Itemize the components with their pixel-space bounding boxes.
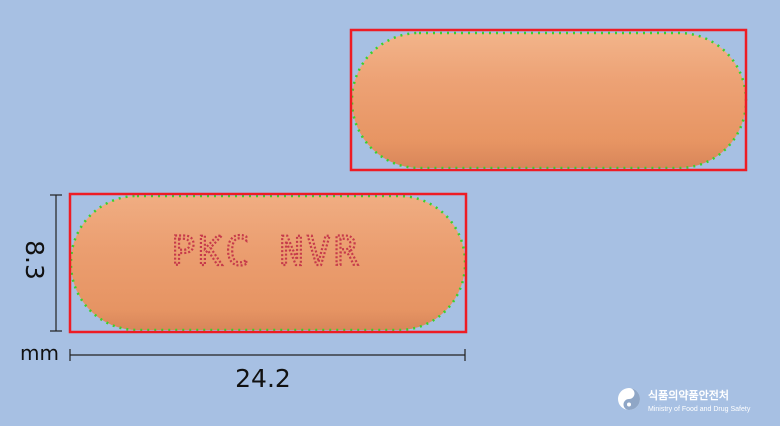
ministry-logo: 식품의약품안전처 Ministry of Food and Drug Safet… — [618, 388, 751, 413]
pill-front-view: PKC NVR — [68, 192, 468, 334]
width-dimension: 24.2 — [69, 349, 466, 393]
pill-imprint: PKC NVR — [171, 229, 361, 275]
width-value: 24.2 — [235, 364, 291, 393]
pill-back-body — [352, 33, 746, 168]
pill-front-body — [71, 196, 465, 330]
pill-back-view — [349, 28, 748, 172]
ministry-name-english: Ministry of Food and Drug Safety — [648, 406, 751, 413]
height-value: 8.3 — [20, 240, 49, 280]
taegeuk-emblem-icon — [618, 388, 640, 410]
pill-back-bounding-box — [349, 28, 748, 172]
pill-front-bounding-box — [68, 192, 468, 334]
unit-label: mm — [20, 341, 59, 365]
height-dimension: 8.3 — [20, 194, 62, 332]
ministry-name-korean: 식품의약품안전처 — [648, 388, 729, 402]
pill-front-contour — [69, 194, 467, 332]
